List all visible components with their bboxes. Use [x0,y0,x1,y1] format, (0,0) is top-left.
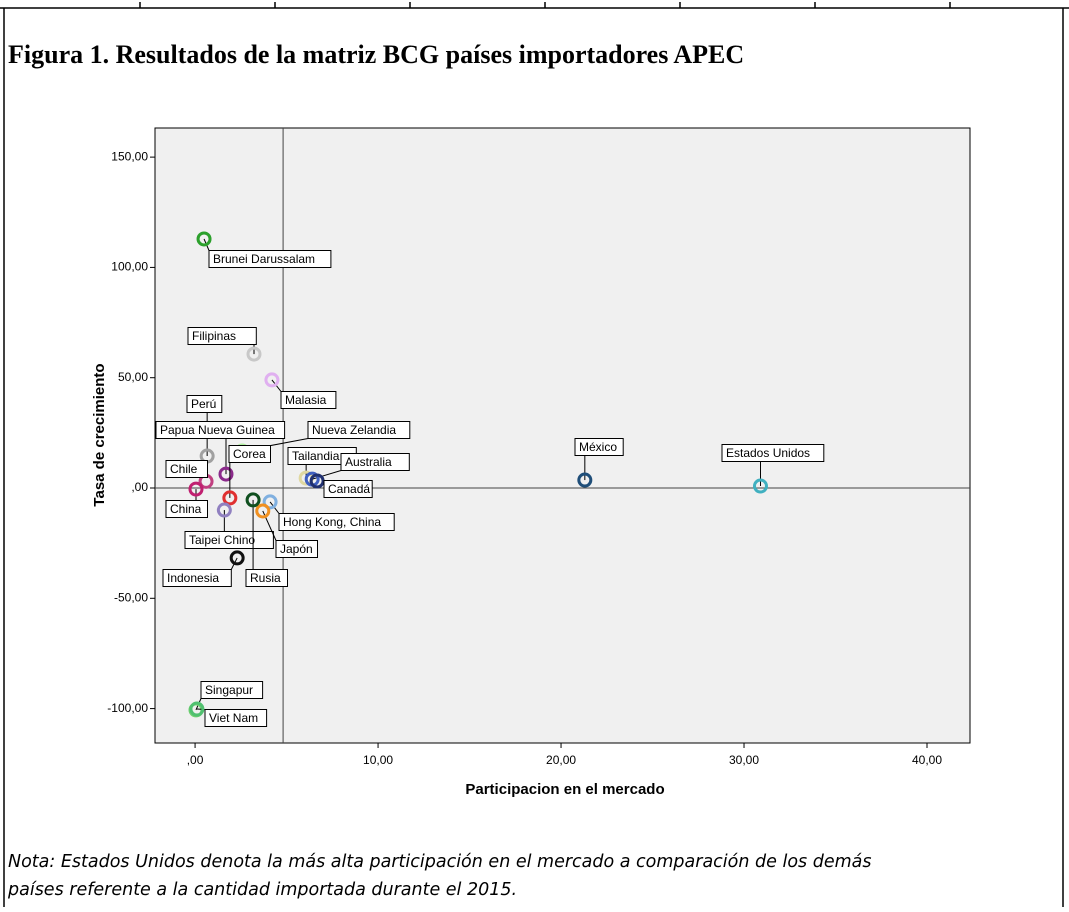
point-label: Chile [170,462,198,476]
x-tick-label: 40,00 [912,753,942,767]
point-label: México [579,440,617,454]
point-label: Indonesia [167,571,219,585]
point-label: Malasia [285,393,327,407]
point-label: Corea [233,447,266,461]
point-label: Perú [191,397,216,411]
point-label: Filipinas [192,329,236,343]
y-tick-label: 150,00 [111,149,148,163]
y-tick-label: -100,00 [107,701,148,715]
point-label: Estados Unidos [726,446,810,460]
point-label: Australia [345,455,392,469]
y-tick-label: 50,00 [118,370,148,384]
point-label: Japón [280,542,313,556]
x-tick-label: 10,00 [363,753,393,767]
y-axis-label: Tasa de crecimiento [91,363,108,506]
point-label: Viet Nam [209,711,258,725]
figure-title: Figura 1. Resultados de la matriz BCG pa… [8,40,744,69]
point-label: Papua Nueva Guinea [160,423,275,437]
note: países referente a la cantidad importada… [7,880,517,900]
note: Nota: Estados Unidos denota la más alta … [8,852,871,872]
x-tick-label: ,00 [187,753,204,767]
point-label: Rusia [250,571,281,585]
point-label: Tailandia [292,449,340,463]
point-label: Nueva Zelandia [312,423,396,437]
point-label: China [170,502,202,516]
point-label: Taipei Chino [189,533,255,547]
point-label: Brunei Darussalam [213,252,315,266]
point-label: Canadá [328,482,370,496]
point-label: Hong Kong, China [283,515,381,529]
x-tick-label: 20,00 [546,753,576,767]
y-tick-label: ,00 [131,480,148,494]
y-tick-label: -50,00 [114,590,148,604]
y-tick-label: 100,00 [111,260,148,274]
x-tick-label: 30,00 [729,753,759,767]
point-label: Singapur [205,683,253,697]
x-axis-label: Participacion en el mercado [465,781,664,798]
